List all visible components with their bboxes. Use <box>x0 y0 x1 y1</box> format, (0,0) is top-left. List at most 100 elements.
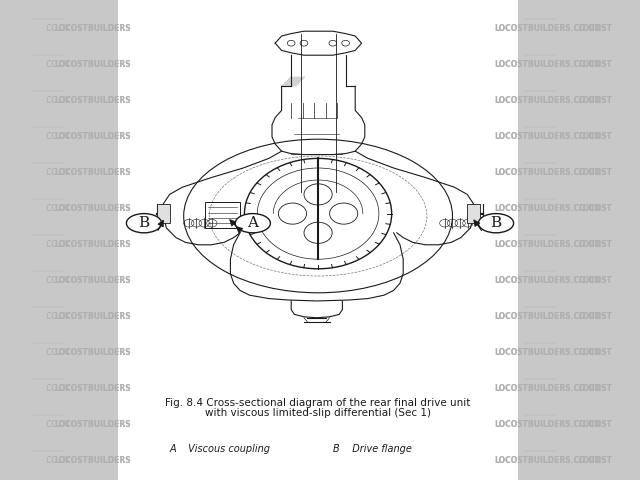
Text: LOCOSTBUILDERS.CO.UK: LOCOSTBUILDERS.CO.UK <box>494 312 600 321</box>
Text: LOCOSTBUILDERS: LOCOSTBUILDERS <box>54 420 131 429</box>
Text: .CO.UK: .CO.UK <box>45 276 70 285</box>
Text: LOCOSTBUILDERS: LOCOSTBUILDERS <box>54 276 131 285</box>
Text: LOCOST: LOCOST <box>578 312 612 321</box>
Text: LOCOSTBUILDERS.CO.UK: LOCOSTBUILDERS.CO.UK <box>494 60 600 69</box>
Text: LOCOSTBUILDERS: LOCOSTBUILDERS <box>54 132 131 141</box>
Text: .CO.UK: .CO.UK <box>45 96 70 105</box>
FancyBboxPatch shape <box>157 204 170 223</box>
Text: LOCOST: LOCOST <box>578 240 612 249</box>
Text: LOCOSTBUILDERS.CO.UK: LOCOSTBUILDERS.CO.UK <box>494 384 600 393</box>
Text: LOCOSTBUILDERS.CO.UK: LOCOSTBUILDERS.CO.UK <box>494 276 600 285</box>
Text: LOCOSTBUILDERS: LOCOSTBUILDERS <box>54 312 131 321</box>
Text: LOCOST: LOCOST <box>578 420 612 429</box>
Text: LOCOST: LOCOST <box>578 168 612 177</box>
Text: LOCOSTBUILDERS: LOCOSTBUILDERS <box>54 168 131 177</box>
Text: LOCOSTBUILDERS.CO.UK: LOCOSTBUILDERS.CO.UK <box>494 60 600 69</box>
Text: LOCOST: LOCOST <box>578 384 612 393</box>
Text: LOCOSTBUILDERS.CO.UK: LOCOSTBUILDERS.CO.UK <box>494 168 600 177</box>
Text: .CO.UK: .CO.UK <box>45 132 70 141</box>
Text: .CO.UK: .CO.UK <box>45 384 70 393</box>
Text: .CO.UK: .CO.UK <box>45 24 70 33</box>
Text: LOCOSTBUILDERS.CO.UK: LOCOSTBUILDERS.CO.UK <box>494 240 600 249</box>
Text: LOCOSTBUILDERS.CO.UK: LOCOSTBUILDERS.CO.UK <box>494 456 600 465</box>
Text: B: B <box>138 216 150 230</box>
Ellipse shape <box>236 214 271 233</box>
Text: LOCOSTBUILDERS.CO.UK: LOCOSTBUILDERS.CO.UK <box>494 420 600 429</box>
Text: LOCOST: LOCOST <box>578 204 612 213</box>
Text: LOCOSTBUILDERS: LOCOSTBUILDERS <box>54 384 131 393</box>
Text: LOCOST: LOCOST <box>578 384 612 393</box>
Text: LOCOST: LOCOST <box>578 276 612 285</box>
Text: LOCOSTBUILDERS: LOCOSTBUILDERS <box>54 456 131 465</box>
Text: LOCOST: LOCOST <box>578 60 612 69</box>
Text: LOCOST: LOCOST <box>578 276 612 285</box>
Text: LOCOSTBUILDERS.CO.UK: LOCOSTBUILDERS.CO.UK <box>494 456 600 465</box>
Text: LOCOSTBUILDERS.CO.UK: LOCOSTBUILDERS.CO.UK <box>494 312 600 321</box>
Text: LOCOSTBUILDERS: LOCOSTBUILDERS <box>54 456 131 465</box>
Text: .CO.UK: .CO.UK <box>45 420 70 429</box>
Text: LOCOST: LOCOST <box>578 96 612 105</box>
Text: .CO.UK: .CO.UK <box>45 456 70 465</box>
Text: LOCOSTBUILDERS.CO.UK: LOCOSTBUILDERS.CO.UK <box>494 384 600 393</box>
Text: LOCOST: LOCOST <box>578 240 612 249</box>
Text: LOCOSTBUILDERS.CO.UK: LOCOSTBUILDERS.CO.UK <box>494 276 600 285</box>
Text: LOCOSTBUILDERS.CO.UK: LOCOSTBUILDERS.CO.UK <box>494 348 600 357</box>
Text: LOCOST: LOCOST <box>578 312 612 321</box>
Text: LOCOSTBUILDERS: LOCOSTBUILDERS <box>54 60 131 69</box>
Text: LOCOSTBUILDERS: LOCOSTBUILDERS <box>54 60 131 69</box>
FancyBboxPatch shape <box>467 204 480 223</box>
Text: B    Drive flange: B Drive flange <box>333 444 412 454</box>
Text: LOCOST: LOCOST <box>578 168 612 177</box>
Text: LOCOST: LOCOST <box>578 348 612 357</box>
Text: LOCOSTBUILDERS: LOCOSTBUILDERS <box>54 240 131 249</box>
Text: .CO.UK: .CO.UK <box>45 24 70 33</box>
Text: .CO.UK: .CO.UK <box>45 384 70 393</box>
Text: .CO.UK: .CO.UK <box>45 96 70 105</box>
Text: LOCOSTBUILDERS.CO.UK: LOCOSTBUILDERS.CO.UK <box>494 348 600 357</box>
Text: .CO.UK: .CO.UK <box>45 456 70 465</box>
Text: .CO.UK: .CO.UK <box>45 204 70 213</box>
Ellipse shape <box>127 214 161 233</box>
Text: A: A <box>247 216 259 230</box>
Text: .CO.UK: .CO.UK <box>45 348 70 357</box>
Text: LOCOSTBUILDERS: LOCOSTBUILDERS <box>54 276 131 285</box>
Text: LOCOSTBUILDERS: LOCOSTBUILDERS <box>54 312 131 321</box>
Text: LOCOSTBUILDERS: LOCOSTBUILDERS <box>54 24 131 33</box>
FancyBboxPatch shape <box>118 0 518 480</box>
Text: .CO.UK: .CO.UK <box>45 348 70 357</box>
Text: Fig. 8.4 Cross-sectional diagram of the rear final drive unit: Fig. 8.4 Cross-sectional diagram of the … <box>165 398 471 408</box>
Text: .CO.UK: .CO.UK <box>45 60 70 69</box>
Text: .CO.UK: .CO.UK <box>45 60 70 69</box>
Text: .CO.UK: .CO.UK <box>45 420 70 429</box>
Text: .CO.UK: .CO.UK <box>45 240 70 249</box>
Text: LOCOSTBUILDERS: LOCOSTBUILDERS <box>54 204 131 213</box>
Text: .CO.UK: .CO.UK <box>45 168 70 177</box>
Text: LOCOSTBUILDERS.CO.UK: LOCOSTBUILDERS.CO.UK <box>494 168 600 177</box>
Text: LOCOSTBUILDERS: LOCOSTBUILDERS <box>54 96 131 105</box>
Text: LOCOSTBUILDERS.CO.UK: LOCOSTBUILDERS.CO.UK <box>494 24 600 33</box>
Text: .CO.UK: .CO.UK <box>45 132 70 141</box>
Text: LOCOST: LOCOST <box>578 456 612 465</box>
Text: with viscous limited-slip differential (Sec 1): with viscous limited-slip differential (… <box>205 408 431 418</box>
Text: LOCOSTBUILDERS.CO.UK: LOCOSTBUILDERS.CO.UK <box>494 96 600 105</box>
Text: LOCOSTBUILDERS.CO.UK: LOCOSTBUILDERS.CO.UK <box>494 204 600 213</box>
Text: LOCOSTBUILDERS.CO.UK: LOCOSTBUILDERS.CO.UK <box>494 132 600 141</box>
Text: LOCOSTBUILDERS: LOCOSTBUILDERS <box>54 348 131 357</box>
Text: A    Viscous coupling: A Viscous coupling <box>170 444 271 454</box>
Text: LOCOST: LOCOST <box>578 60 612 69</box>
Text: LOCOST: LOCOST <box>578 24 612 33</box>
Text: LOCOSTBUILDERS: LOCOSTBUILDERS <box>54 240 131 249</box>
Text: LOCOSTBUILDERS: LOCOSTBUILDERS <box>54 384 131 393</box>
Text: LOCOSTBUILDERS: LOCOSTBUILDERS <box>54 96 131 105</box>
Text: LOCOSTBUILDERS: LOCOSTBUILDERS <box>54 24 131 33</box>
Text: LOCOSTBUILDERS: LOCOSTBUILDERS <box>54 204 131 213</box>
Text: LOCOSTBUILDERS.CO.UK: LOCOSTBUILDERS.CO.UK <box>494 420 600 429</box>
Text: B: B <box>490 216 502 230</box>
Text: LOCOST: LOCOST <box>578 204 612 213</box>
Text: .CO.UK: .CO.UK <box>45 168 70 177</box>
Text: .CO.UK: .CO.UK <box>45 240 70 249</box>
Text: LOCOSTBUILDERS: LOCOSTBUILDERS <box>54 348 131 357</box>
Text: LOCOST: LOCOST <box>578 132 612 141</box>
Text: .CO.UK: .CO.UK <box>45 312 70 321</box>
Text: LOCOSTBUILDERS.CO.UK: LOCOSTBUILDERS.CO.UK <box>494 240 600 249</box>
